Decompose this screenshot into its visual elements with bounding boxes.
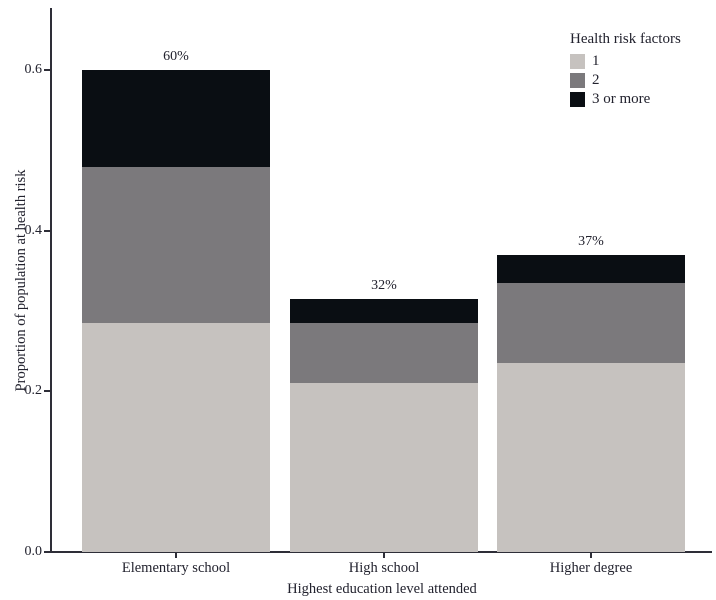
x-category-label: Higher degree xyxy=(549,560,633,576)
legend-item: 2 xyxy=(570,71,681,90)
legend-item-label: 2 xyxy=(592,72,600,88)
bar-segment-3-or-more-2 xyxy=(497,254,685,283)
legend-item: 1 xyxy=(570,52,681,71)
bar-segment-3-or-more-1 xyxy=(290,299,478,324)
legend-item: 3 or more xyxy=(570,90,681,109)
legend-swatch-icon xyxy=(570,54,585,69)
y-tick-label: 0.2 xyxy=(24,383,43,399)
y-tick-label: 0.0 xyxy=(24,544,43,559)
bar-segment-1-0 xyxy=(82,323,270,552)
legend-rows: 1 2 3 or more xyxy=(570,52,681,109)
bar-segment-2-1 xyxy=(290,323,478,384)
bar-segment-2-0 xyxy=(82,166,270,324)
bar-segment-1-1 xyxy=(290,383,478,552)
x-axis-line xyxy=(50,551,712,553)
y-tick-mark xyxy=(44,69,50,72)
bar-segment-2-2 xyxy=(497,282,685,364)
y-axis-title: Proportion of population at health risk xyxy=(13,169,29,392)
legend: Health risk factors 1 2 3 or more xyxy=(570,29,681,109)
bar-segment-1-2 xyxy=(497,363,685,552)
x-tick-mark xyxy=(175,553,177,558)
x-tick-mark xyxy=(590,553,592,558)
legend-swatch-icon xyxy=(570,73,585,88)
legend-title: Health risk factors xyxy=(570,31,681,47)
x-tick-mark xyxy=(383,553,385,558)
legend-item-label: 1 xyxy=(592,53,600,69)
bar-total-label: 37% xyxy=(578,233,604,249)
bar-total-label: 32% xyxy=(371,278,397,294)
y-axis-line xyxy=(50,8,52,553)
y-tick-mark xyxy=(44,551,50,553)
x-category-label: High school xyxy=(348,560,420,576)
legend-swatch-icon xyxy=(570,92,585,107)
bar-segment-3-or-more-0 xyxy=(82,70,270,167)
bar-total-label: 60% xyxy=(163,49,189,65)
y-tick-label: 0.6 xyxy=(24,62,43,78)
x-category-label: Elementary school xyxy=(121,560,231,576)
x-axis-title: Highest education level attended xyxy=(287,581,477,597)
y-tick-mark xyxy=(44,229,50,232)
y-tick-label: 0.4 xyxy=(24,222,43,238)
y-tick-mark xyxy=(44,390,50,393)
legend-item-label: 3 or more xyxy=(592,91,651,107)
